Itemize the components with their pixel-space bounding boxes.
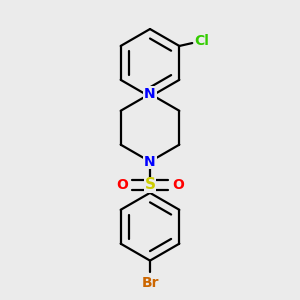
Text: O: O bbox=[116, 178, 128, 192]
Text: Br: Br bbox=[141, 276, 159, 290]
Text: S: S bbox=[145, 177, 155, 192]
Text: O: O bbox=[172, 178, 184, 192]
Text: Cl: Cl bbox=[194, 34, 209, 48]
Text: N: N bbox=[144, 154, 156, 169]
Text: N: N bbox=[144, 87, 156, 101]
